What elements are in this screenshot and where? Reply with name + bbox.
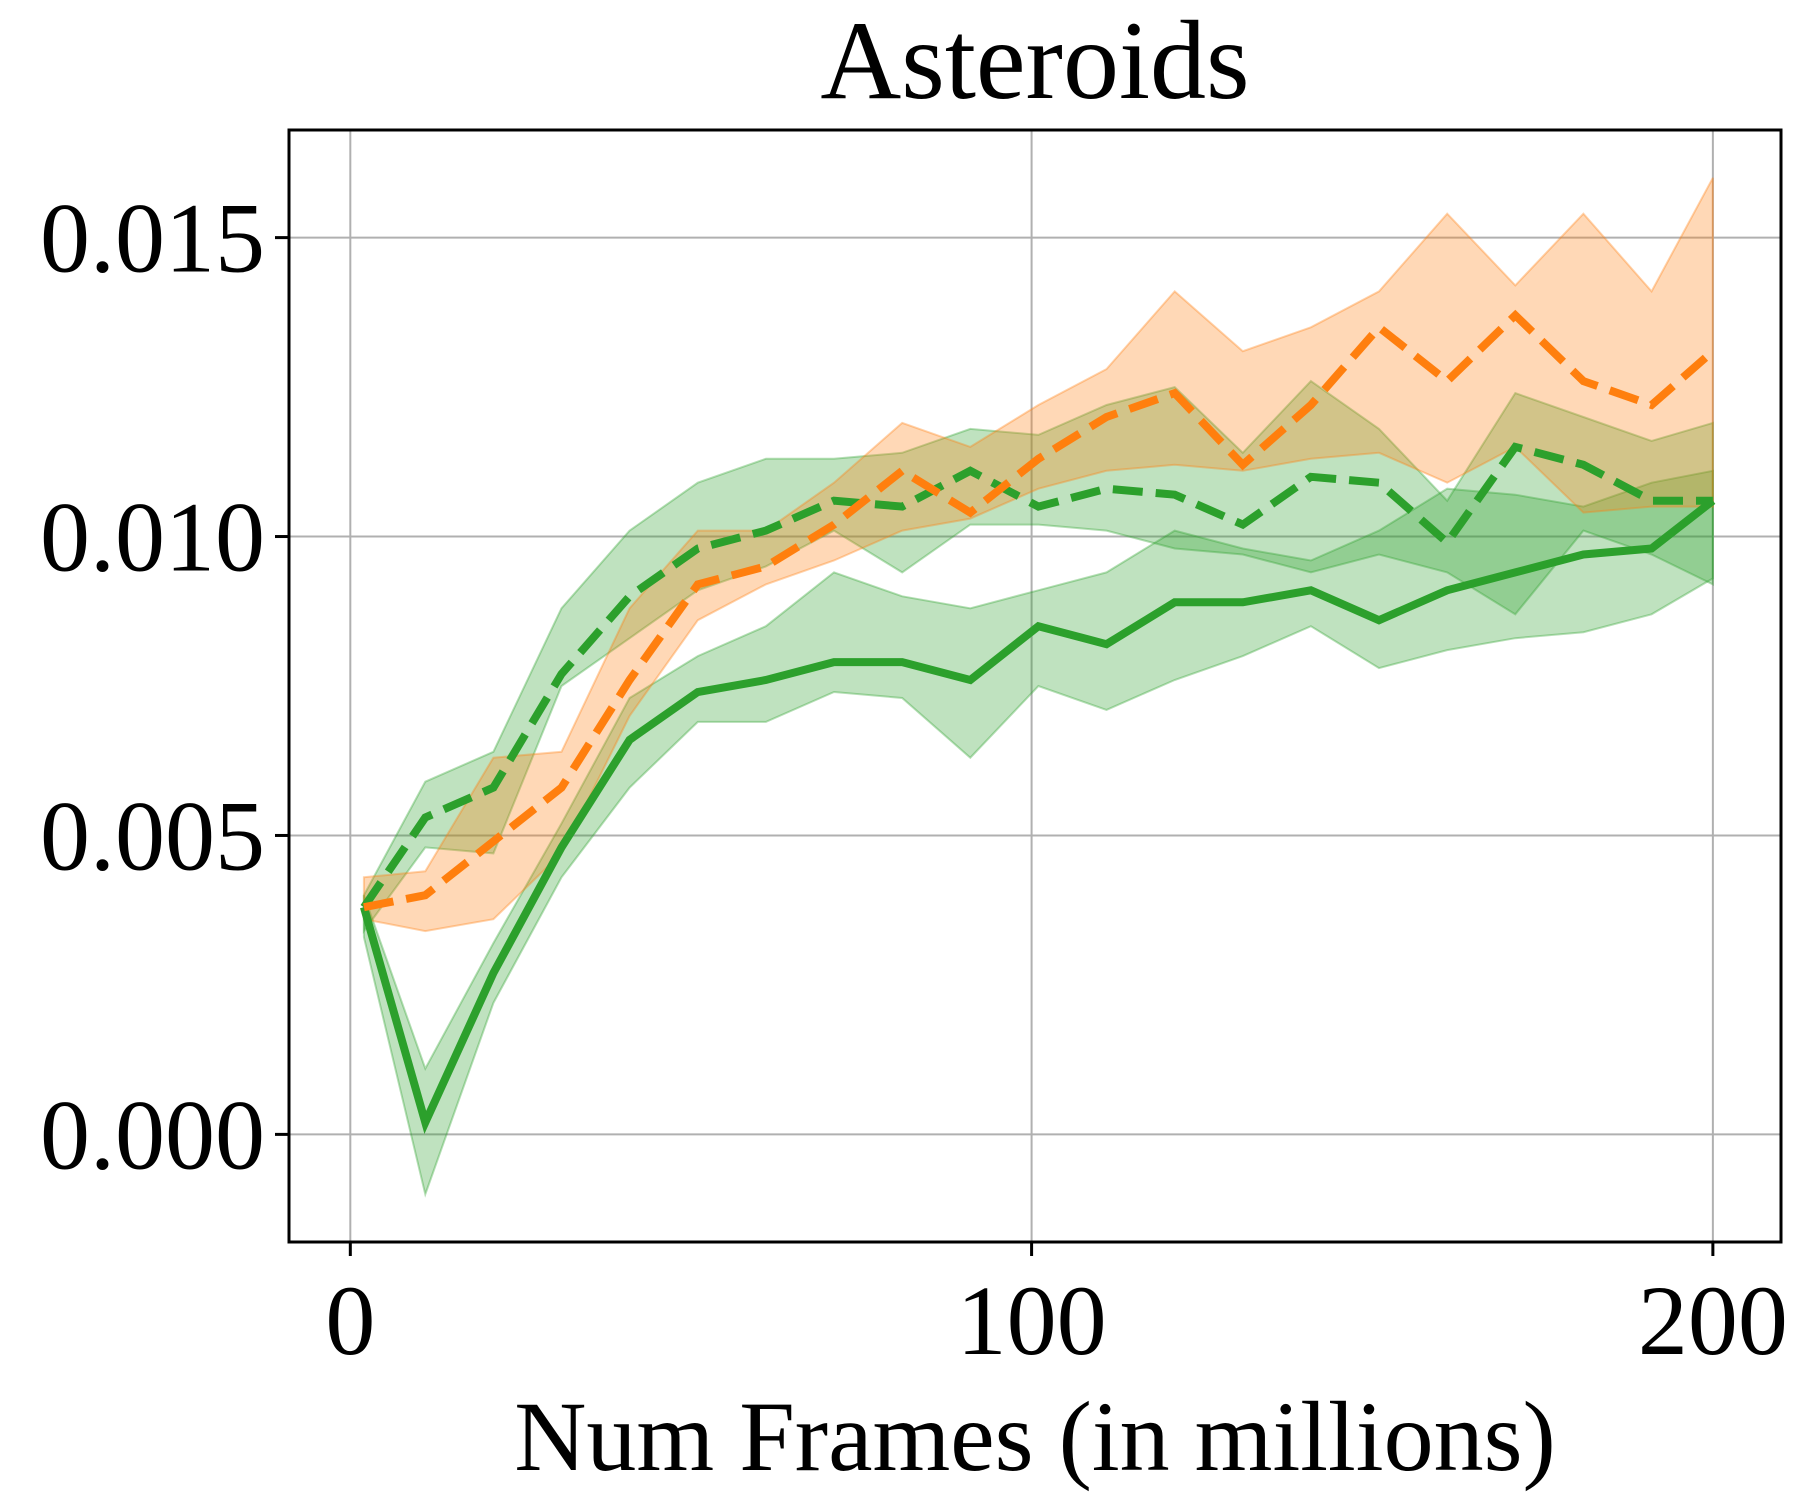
grid [289,130,1781,1242]
series-1-band [362,469,1714,1198]
x-tick-label: 200 [1638,1265,1788,1376]
series-1-line [360,497,1716,1134]
series-3-band [362,177,1714,933]
chart-title: Asteroids [820,0,1249,123]
plot-frame [287,128,1783,1244]
series-3-line [363,309,1716,912]
axis-ticks: 0 100 200 0.000 0.005 0.010 0.015 [40,183,1788,1376]
x-tick-label: 100 [957,1265,1107,1376]
x-tick-label: 0 [325,1265,375,1376]
y-tick-label: 0.015 [40,183,265,294]
y-tick-label: 0.010 [40,482,265,593]
x-axis-title: Num Frames (in millions) [514,1381,1556,1492]
confidence-bands [362,177,1714,1198]
y-tick-label: 0.000 [40,1079,265,1190]
series-2-band [362,379,1714,935]
y-tick-label: 0.005 [40,780,265,891]
series-2-line [360,442,1713,910]
series-lines [360,309,1716,1134]
